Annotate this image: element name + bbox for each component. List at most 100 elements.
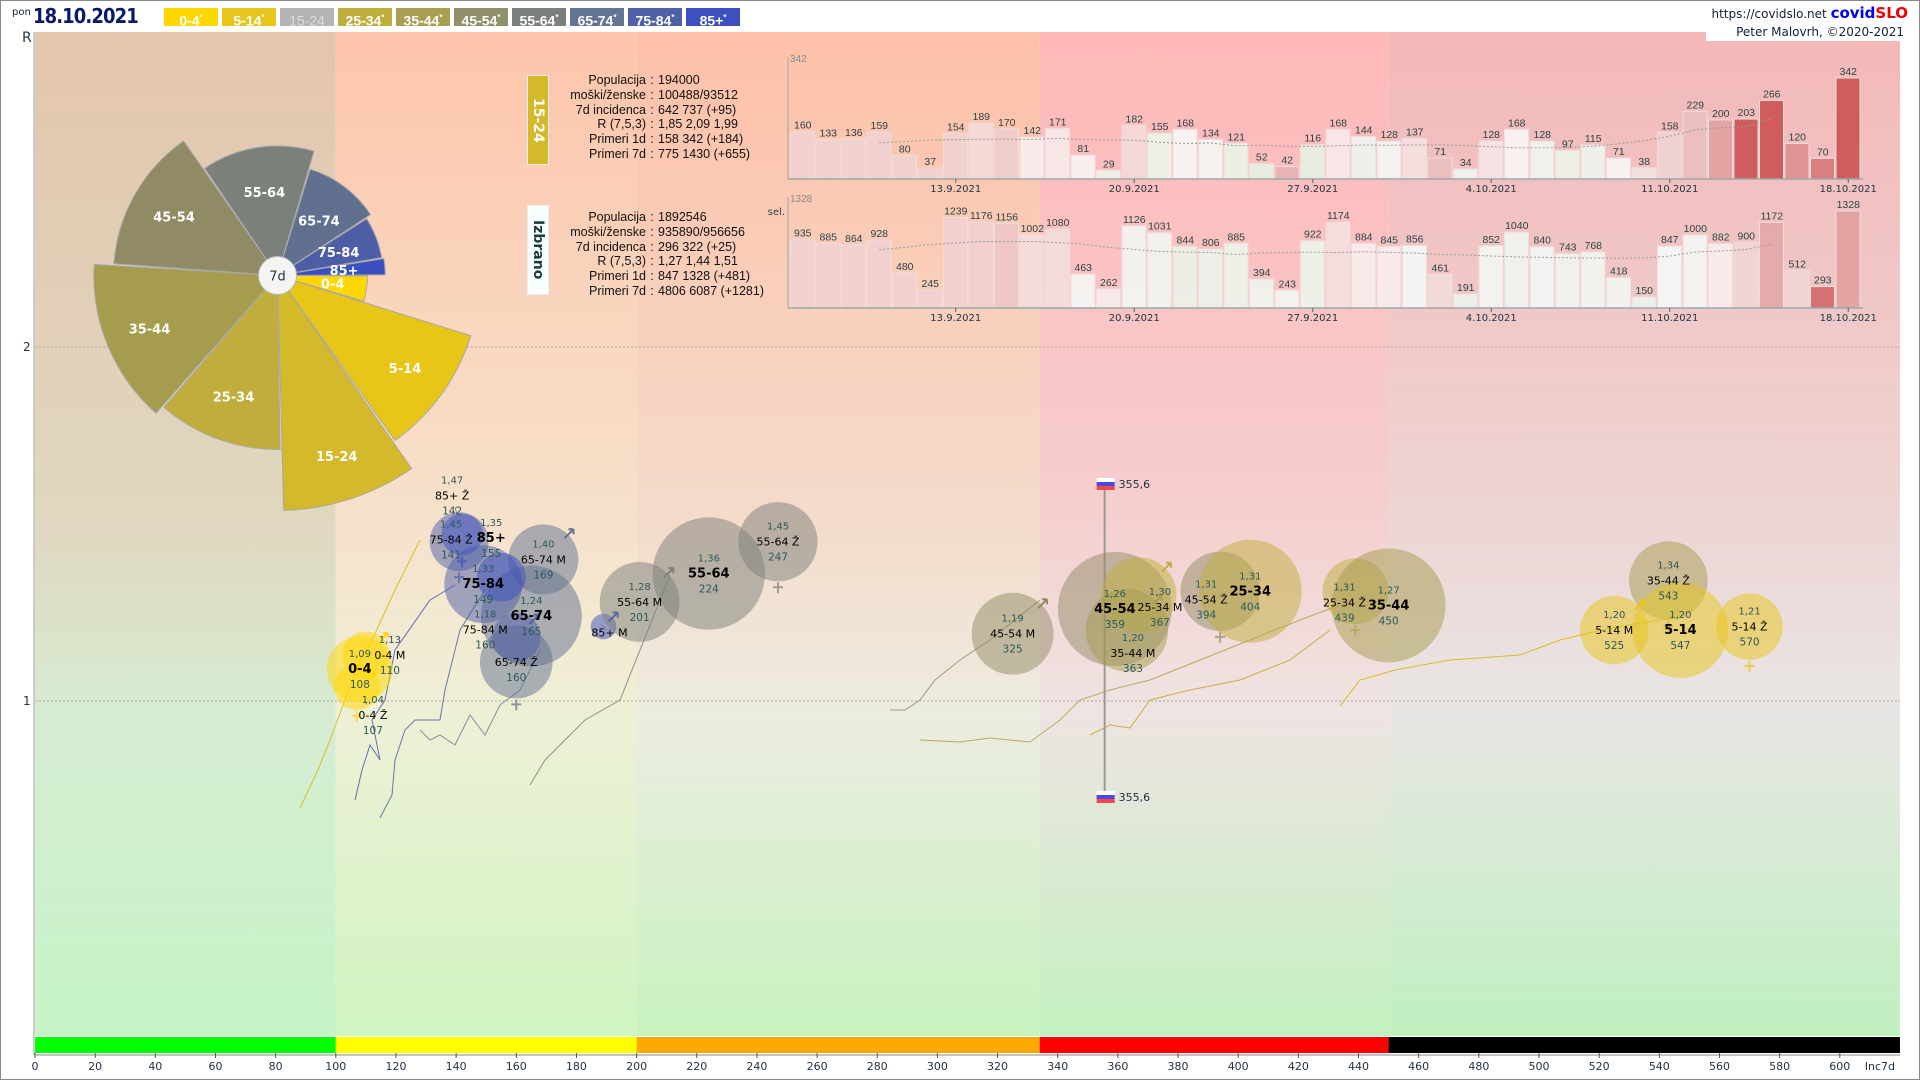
bar[interactable]	[1631, 296, 1657, 309]
site-url[interactable]: https://covidslo.net	[1711, 7, 1827, 21]
legend-item-0-4[interactable]: 0-4*	[163, 7, 219, 29]
bubble-55-64-Ž[interactable]	[738, 502, 818, 594]
bar[interactable]	[1708, 243, 1733, 309]
bar[interactable]	[1274, 166, 1300, 180]
bar[interactable]	[1504, 231, 1529, 309]
bar[interactable]	[1784, 270, 1810, 309]
bar[interactable]	[1019, 234, 1045, 309]
polar-slice-75-84[interactable]	[277, 218, 383, 276]
bar[interactable]	[1121, 124, 1147, 180]
bar[interactable]	[1172, 245, 1198, 309]
bar[interactable]	[1631, 167, 1657, 180]
bar[interactable]	[1682, 234, 1708, 309]
bar[interactable]	[866, 131, 892, 180]
polar-center[interactable]	[258, 256, 297, 295]
bar[interactable]	[1325, 128, 1351, 180]
bar[interactable]	[994, 128, 1019, 180]
bar[interactable]	[1555, 253, 1580, 309]
bar[interactable]	[1045, 228, 1070, 309]
bar[interactable]	[1351, 242, 1376, 309]
bar[interactable]	[1657, 131, 1682, 180]
bubble-circle[interactable]	[971, 592, 1054, 675]
panel-tag-izbrano[interactable]: Izbrano	[527, 205, 549, 295]
bar[interactable]	[1529, 246, 1555, 309]
bubble-25-34[interactable]	[1198, 539, 1302, 643]
bubble-circle[interactable]	[1331, 548, 1446, 663]
bar[interactable]	[968, 122, 994, 180]
bubble-circle[interactable]	[476, 552, 526, 602]
polar-slice-85plus[interactable]	[277, 257, 386, 276]
bar[interactable]	[1759, 99, 1784, 180]
bubble-circle[interactable]	[1580, 596, 1649, 665]
polar-slice-45-54[interactable]	[113, 140, 279, 277]
bar[interactable]	[1402, 244, 1427, 309]
bar[interactable]	[1733, 241, 1759, 309]
bar[interactable]	[1019, 136, 1045, 180]
bar[interactable]	[917, 167, 943, 180]
bar[interactable]	[1759, 221, 1784, 309]
bar[interactable]	[790, 131, 815, 180]
bar[interactable]	[815, 139, 841, 180]
bar[interactable]	[892, 154, 917, 180]
bar[interactable]	[815, 242, 841, 309]
bar[interactable]	[1147, 232, 1172, 309]
bubble-35-44[interactable]	[1331, 548, 1446, 663]
bar[interactable]	[1504, 128, 1529, 180]
bar[interactable]	[1555, 149, 1580, 180]
bar[interactable]	[1198, 248, 1223, 309]
bubble-0-4-Ž[interactable]	[333, 663, 380, 722]
bar[interactable]	[1045, 128, 1070, 180]
bar[interactable]	[1223, 242, 1249, 309]
bubble-circle[interactable]	[599, 562, 680, 642]
polar-slice-35-44[interactable]	[93, 263, 279, 414]
bar[interactable]	[1810, 286, 1835, 309]
bar[interactable]	[1096, 169, 1121, 180]
legend-item-15-24[interactable]: 15-24	[279, 7, 335, 29]
legend-item-25-34[interactable]: 25-34*	[337, 7, 393, 29]
bar[interactable]	[1606, 276, 1631, 309]
legend-item-65-74[interactable]: 65-74*	[569, 7, 625, 29]
bubble-circle[interactable]	[1085, 588, 1169, 672]
bar[interactable]	[1172, 128, 1198, 180]
legend-item-85plus[interactable]: 85+*	[685, 7, 741, 29]
bar[interactable]	[1249, 163, 1274, 180]
bubble-circle[interactable]	[1716, 593, 1783, 660]
bar[interactable]	[1835, 77, 1861, 180]
bar[interactable]	[1274, 289, 1300, 309]
bar[interactable]	[1657, 245, 1682, 309]
legend-item-45-54[interactable]: 45-54*	[453, 7, 509, 29]
bubble-circle[interactable]	[1198, 539, 1302, 643]
bar[interactable]	[1580, 144, 1606, 180]
bar[interactable]	[1835, 210, 1861, 309]
bar[interactable]	[1351, 135, 1376, 180]
panel-tag-15-24[interactable]: 15-24	[527, 75, 549, 165]
bar[interactable]	[1580, 251, 1606, 309]
bar[interactable]	[1733, 118, 1759, 180]
legend-item-75-84[interactable]: 75-84*	[627, 7, 683, 29]
bubble-85plus[interactable]	[476, 552, 526, 602]
bar[interactable]	[1529, 140, 1555, 180]
bar[interactable]	[1070, 273, 1096, 309]
bubble-circle[interactable]	[491, 612, 541, 662]
polar-slice-65-74[interactable]	[276, 168, 372, 277]
bar[interactable]	[1708, 119, 1733, 180]
bubble-5-14-M[interactable]	[1580, 596, 1649, 665]
polar-slice-5-14[interactable]	[276, 274, 472, 442]
bubble-circle[interactable]	[1632, 582, 1729, 678]
bar[interactable]	[1478, 245, 1504, 309]
bar[interactable]	[841, 244, 866, 309]
bar[interactable]	[1300, 240, 1325, 309]
bar[interactable]	[1147, 132, 1172, 180]
bar[interactable]	[1070, 154, 1096, 180]
bar[interactable]	[1453, 293, 1478, 309]
bar[interactable]	[1096, 288, 1121, 309]
legend-item-5-14[interactable]: 5-14*	[221, 7, 277, 29]
bar[interactable]	[994, 223, 1019, 309]
polar-slice-15-24[interactable]	[276, 273, 413, 511]
bar[interactable]	[1376, 245, 1402, 309]
bar[interactable]	[1606, 157, 1631, 180]
bubble-5-14-Ž[interactable]	[1716, 593, 1783, 672]
polar-slice-25-34[interactable]	[163, 274, 281, 450]
bubble-circle[interactable]	[738, 502, 818, 582]
bar[interactable]	[943, 133, 968, 180]
